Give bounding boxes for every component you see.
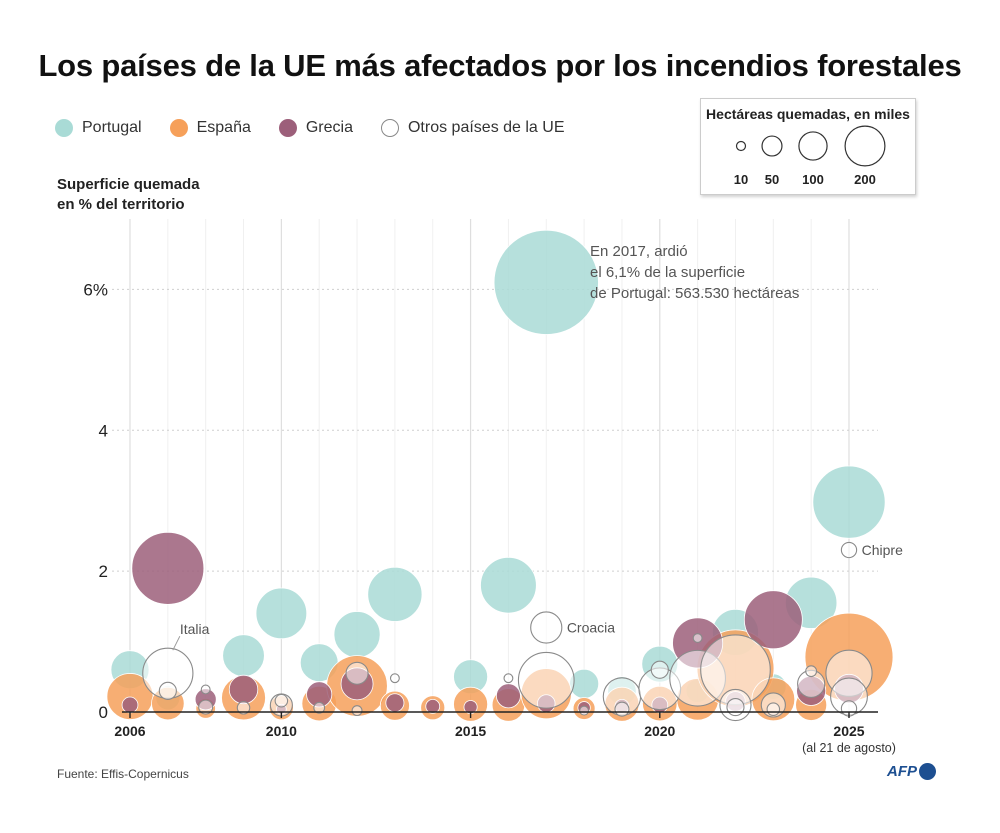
afp-logo-text: AFP	[887, 763, 917, 780]
y-axis-title-line1: Superficie quemada	[57, 176, 200, 193]
annotation-text: de Portugal: 563.530 hectáreas	[590, 285, 799, 302]
bubble-grecia	[121, 696, 139, 714]
bubble-otros	[840, 541, 858, 559]
size-legend-label: 200	[854, 172, 876, 187]
bubble-otros	[351, 705, 363, 717]
bubble-otros	[579, 705, 590, 716]
y-tick-label: 4	[99, 421, 108, 440]
espana-swatch-icon	[169, 119, 188, 137]
legend-label: España	[196, 119, 251, 136]
source-note: Fuente: Effis-Copernicus	[57, 767, 189, 781]
portugal-swatch-icon	[55, 119, 73, 137]
x-tick-label: 2006	[114, 723, 145, 739]
bubble-portugal	[812, 465, 886, 539]
otros-swatch-icon	[380, 119, 399, 137]
size-legend: Hectáreas quemadas, en miles 10 50 100 200	[700, 98, 916, 195]
x-tick-label: 2025	[833, 723, 864, 739]
bubble-otros	[530, 611, 563, 644]
x-tick-label: 2015	[455, 723, 486, 739]
legend-label: Portugal	[82, 119, 142, 136]
bubble-grecia	[385, 693, 405, 713]
legend-label: Grecia	[305, 119, 353, 136]
bubble-otros	[313, 701, 326, 714]
bubble-grecia	[131, 531, 205, 605]
bubble-otros	[766, 702, 781, 716]
bubble-otros	[805, 665, 818, 678]
afp-logo: AFP	[887, 763, 936, 780]
annotations: Italia Croacia Chipre En 2017, ardió el 6,1%…	[172, 243, 903, 651]
size-legend-label: 10	[734, 172, 748, 187]
label-leader-line	[172, 635, 181, 651]
size-legend-circle	[798, 131, 828, 161]
bubble-otros	[614, 701, 630, 717]
annotation-text: el 6,1% de la superficie	[590, 264, 745, 281]
bubble-label: Chipre	[862, 542, 903, 558]
legend-item-espana: España	[169, 119, 251, 137]
bubble-otros	[236, 701, 251, 715]
bubble-portugal	[255, 587, 308, 640]
legend-item-portugal: Portugal	[55, 119, 142, 137]
size-legend-circle	[761, 135, 783, 157]
legend-label: Otros países de la UE	[407, 119, 565, 136]
bubble-portugal	[367, 566, 423, 622]
annotation-text: En 2017, ardió	[590, 243, 688, 260]
bubble-label: Italia	[180, 621, 210, 637]
bubble-portugal	[480, 556, 537, 614]
afp-logo-dot-icon	[919, 763, 936, 780]
y-tick-label: 6%	[83, 280, 108, 299]
y-tick-label: 0	[99, 703, 108, 722]
bubble-otros	[389, 673, 400, 684]
size-legend-circles: 10 50 100 200	[734, 125, 886, 187]
bubble-portugal	[333, 611, 381, 659]
bubble-otros	[503, 673, 514, 684]
x-tick-label: 2020	[644, 723, 675, 739]
bubble-otros	[200, 684, 211, 695]
bubble-portugal	[493, 229, 599, 335]
bubble-otros	[726, 697, 745, 717]
bubble-label: Croacia	[567, 619, 615, 635]
x-tick-label: 2010	[266, 723, 297, 739]
grecia-swatch-icon	[278, 119, 297, 137]
size-legend-circle	[735, 140, 747, 152]
x-axis-note: (al 21 de agosto)	[802, 741, 896, 755]
bubble-grecia	[425, 699, 441, 714]
size-legend-title: Hectáreas quemadas, en miles	[706, 106, 910, 122]
bubble-grecia	[743, 590, 803, 650]
bubble-otros	[650, 660, 669, 679]
legend-item-grecia: Grecia	[278, 119, 353, 137]
bubbles	[106, 229, 894, 722]
chart-title: Los países de la UE más afectados por lo…	[38, 48, 962, 83]
axes: 0 2 4 6% 2006 2010 2015 2020 2025 (al 21 de agost…	[83, 280, 895, 755]
bubble-otros	[274, 693, 289, 708]
size-legend-circle	[844, 125, 886, 167]
color-legend: Portugal España Grecia Otros países de l…	[55, 119, 593, 137]
bubble-otros	[517, 651, 575, 709]
bubble-otros	[692, 633, 703, 643]
legend-item-otros: Otros países de la UE	[380, 119, 565, 137]
bubble-grecia	[495, 683, 521, 709]
size-legend-label: 50	[765, 172, 779, 187]
y-axis-title: Superficie quemada en % del territorio	[57, 175, 200, 215]
bubble-portugal	[222, 634, 265, 677]
y-tick-label: 2	[99, 562, 108, 581]
size-legend-label: 100	[802, 172, 824, 187]
bubble-otros	[345, 661, 369, 685]
bubble-otros	[158, 681, 177, 700]
y-axis-title-line2: en % del territorio	[57, 196, 185, 213]
bubble-grecia	[228, 674, 259, 705]
bubble-otros	[198, 699, 214, 715]
